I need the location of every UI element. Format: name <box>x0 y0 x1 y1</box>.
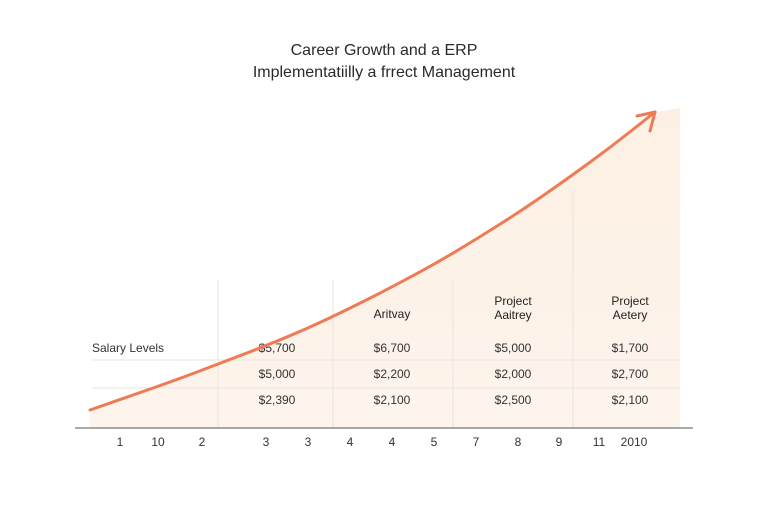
table-cell: $5,700 <box>259 341 296 355</box>
column-header: Aetery <box>613 308 648 322</box>
x-tick-label: 1 <box>117 435 124 449</box>
area-fill <box>90 108 680 428</box>
gridlines <box>92 190 680 428</box>
table-cell: $6,700 <box>374 341 411 355</box>
x-tick-label: 4 <box>347 435 354 449</box>
x-tick-label: 3 <box>305 435 312 449</box>
x-tick-label: 8 <box>515 435 522 449</box>
table-cell: $2,100 <box>612 393 649 407</box>
growth-line-layer <box>88 110 657 412</box>
table-cell: $2,100 <box>374 393 411 407</box>
table-cell: $5,000 <box>495 341 532 355</box>
chart-title: Career Growth and a ERP Implementatiilly… <box>0 40 768 84</box>
chart-title-line2: Implementatiilly a frrect Management <box>252 64 516 81</box>
x-tick-label: 7 <box>473 435 480 449</box>
table-cell: $2,000 <box>495 367 532 381</box>
column-header: Project <box>611 294 649 308</box>
row-label-salary-levels: Salary Levels <box>92 341 164 355</box>
growth-line <box>88 110 657 412</box>
x-tick-label: 2 <box>199 435 206 449</box>
table-cell: $2,500 <box>495 393 532 407</box>
table-cell: $5,000 <box>259 367 296 381</box>
table-cell: $1,700 <box>612 341 649 355</box>
x-tick-label: 2010 <box>621 435 648 449</box>
table-cell: $2,700 <box>612 367 649 381</box>
x-tick-label: 9 <box>556 435 563 449</box>
column-header: Aaitrey <box>494 308 531 322</box>
x-tick-label: 3 <box>263 435 270 449</box>
x-tick-label: 11 <box>593 435 606 449</box>
table-cell: $2,390 <box>259 393 296 407</box>
x-tick-label: 5 <box>431 435 438 449</box>
chart-title-line1: Career Growth and a ERP <box>290 42 478 59</box>
x-axis: 1 10 2 3 3 4 4 5 7 8 9 11 2010 <box>75 427 693 449</box>
x-tick-label: 10 <box>151 435 165 449</box>
area-fill-layer <box>90 108 680 428</box>
table-cell: $2,200 <box>374 367 411 381</box>
x-tick-label: 4 <box>389 435 396 449</box>
column-header: Aritvay <box>374 307 411 321</box>
salary-table: Salary LevelsAritvayProjectAaitreyProjec… <box>92 294 649 407</box>
arrow-head-icon <box>635 110 657 133</box>
column-header: Project <box>494 294 532 308</box>
